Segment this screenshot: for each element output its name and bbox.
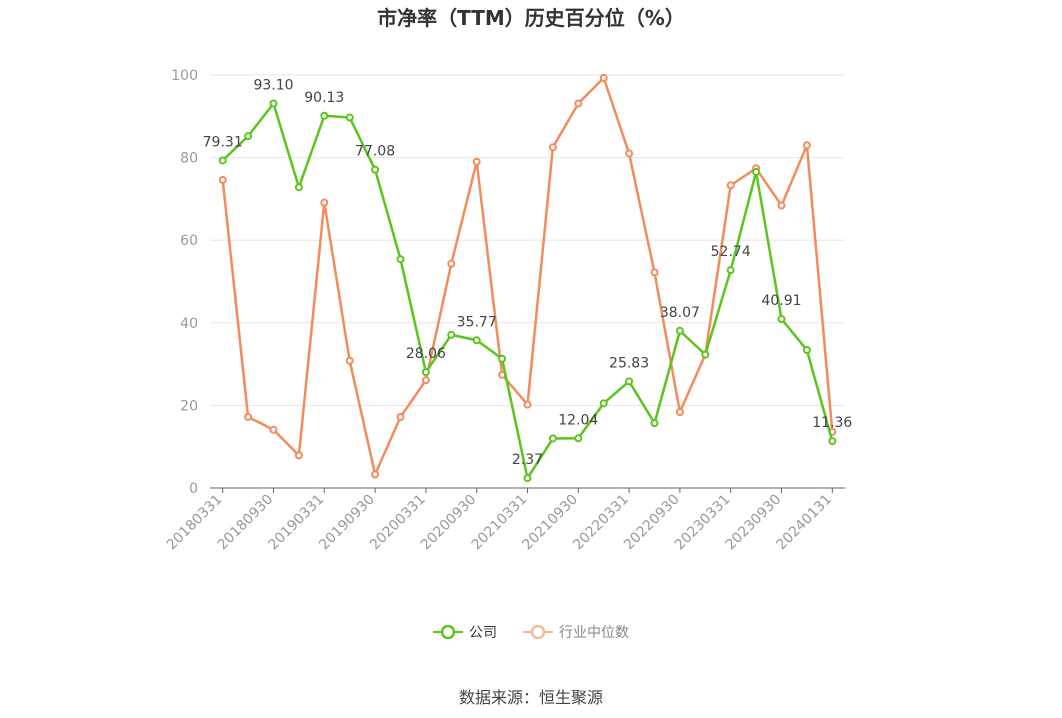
data-point-industry	[726, 181, 735, 190]
data-point-industry	[625, 149, 634, 158]
data-label-company: 2.37	[512, 452, 543, 468]
data-point-company	[320, 111, 329, 120]
y-tick-label: 60	[180, 233, 198, 249]
legend-item-industry[interactable]: 行业中位数	[523, 622, 629, 642]
legend: 公司 行业中位数	[0, 622, 1062, 642]
data-point-company	[396, 255, 405, 264]
grid-lines	[210, 74, 845, 406]
data-label-company: 38.07	[660, 305, 700, 321]
data-labels: 79.31 93.10 90.13 77.08 28.06 35.77 2.37 12.04 2…	[203, 77, 853, 468]
data-point-company	[421, 368, 430, 377]
legend-company-marker-icon	[433, 625, 463, 639]
data-point-company	[548, 434, 557, 443]
data-point-industry	[675, 408, 684, 417]
data-point-industry	[777, 201, 786, 210]
data-point-company	[777, 315, 786, 324]
data-point-industry	[802, 141, 811, 150]
data-point-company	[472, 336, 481, 345]
data-point-industry	[396, 412, 405, 421]
data-point-industry	[574, 99, 583, 108]
data-source: 数据来源：恒生聚源	[458, 688, 603, 707]
data-point-industry	[371, 470, 380, 479]
data-point-industry	[320, 198, 329, 207]
data-point-company	[498, 354, 507, 363]
legend-industry-label: 行业中位数	[559, 625, 629, 641]
chart-title: 市净率（TTM）历史百分位（%）	[377, 6, 685, 30]
axes: 0204060801002018033120180930201903312019…	[164, 68, 845, 553]
data-label-company: 90.13	[304, 90, 344, 106]
y-tick-label: 40	[180, 316, 198, 332]
data-point-company	[523, 474, 532, 483]
data-label-company: 28.06	[406, 346, 446, 362]
data-label-company: 79.31	[203, 134, 243, 150]
series-line-industry	[221, 76, 834, 476]
data-point-company	[294, 183, 303, 192]
legend-company-label: 公司	[469, 625, 497, 641]
data-point-company	[828, 437, 837, 446]
data-point-company	[218, 156, 227, 165]
data-point-industry	[244, 412, 253, 421]
legend-industry-marker-icon	[523, 625, 553, 639]
data-point-industry	[548, 143, 557, 152]
data-point-company	[752, 168, 761, 177]
data-point-industry	[269, 425, 278, 434]
data-label-company: 25.83	[609, 355, 649, 371]
data-label-company: 12.04	[558, 412, 598, 428]
data-point-company	[345, 113, 354, 122]
y-tick-label: 20	[180, 398, 198, 414]
legend-item-company[interactable]: 公司	[433, 622, 497, 642]
data-label-company: 77.08	[355, 144, 395, 160]
data-point-company	[625, 377, 634, 386]
data-point-company	[675, 326, 684, 335]
data-point-company	[650, 419, 659, 428]
data-point-industry	[523, 400, 532, 409]
data-point-industry	[421, 376, 430, 385]
y-tick-label: 100	[171, 68, 198, 84]
data-point-company	[726, 266, 735, 275]
data-label-company: 93.10	[253, 77, 293, 93]
data-label-company: 11.36	[812, 415, 852, 431]
data-point-company	[447, 330, 456, 339]
series-line-company	[221, 102, 834, 480]
data-point-company	[701, 350, 710, 359]
data-label-company: 35.77	[457, 314, 497, 330]
data-point-industry	[294, 451, 303, 460]
data-point-industry	[599, 73, 608, 82]
x-tick-label: 20240131	[773, 492, 835, 554]
data-label-company: 40.91	[761, 293, 801, 309]
y-tick-label: 0	[189, 481, 198, 497]
data-point-industry	[345, 356, 354, 365]
data-point-company	[599, 399, 608, 408]
data-point-industry	[218, 175, 227, 184]
data-point-company	[269, 99, 278, 108]
y-tick-label: 80	[180, 151, 198, 167]
data-point-company	[802, 346, 811, 355]
data-label-company: 52.74	[711, 244, 751, 260]
data-point-company	[371, 165, 380, 174]
series-lines	[218, 73, 837, 483]
data-point-company	[244, 132, 253, 141]
data-point-industry	[447, 259, 456, 268]
data-point-industry	[650, 268, 659, 277]
data-point-company	[574, 434, 583, 443]
data-point-industry	[472, 157, 481, 166]
